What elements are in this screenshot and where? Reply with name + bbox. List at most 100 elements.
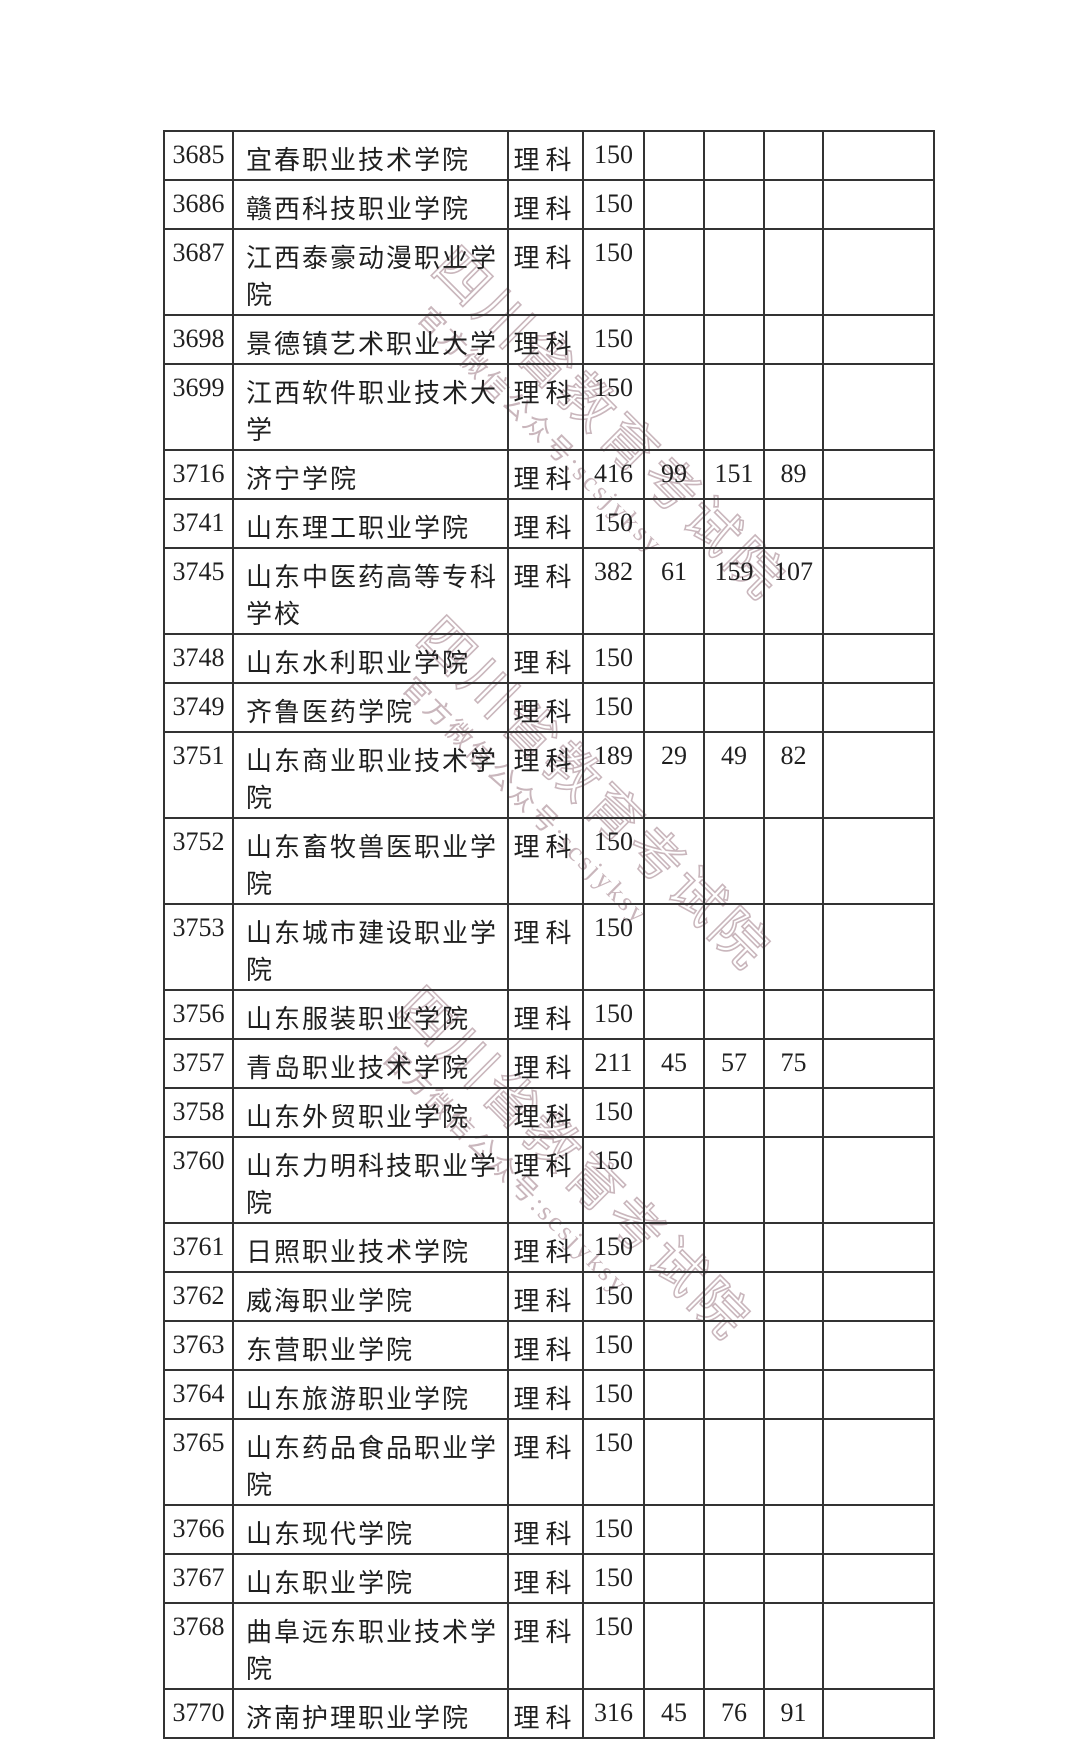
subject-cell: 理科: [507, 228, 584, 316]
remark-cell: [822, 363, 935, 451]
table-row: 3748 山东水利职业学院 理科 150: [163, 633, 935, 684]
table-row: 3768 曲阜远东职业技术学院 理科 150: [163, 1602, 935, 1690]
num2-cell: 76: [703, 1688, 765, 1739]
score-cell: 150: [582, 989, 645, 1040]
num1-cell: 45: [643, 1688, 705, 1739]
school-name-cell: 东营职业学院: [232, 1320, 509, 1371]
num3-cell: [763, 989, 824, 1040]
subject-cell: 理科: [507, 1602, 584, 1690]
school-code-cell: 3756: [163, 989, 234, 1040]
num3-cell: [763, 1222, 824, 1273]
school-code-cell: 3716: [163, 449, 234, 500]
subject-cell: 理科: [507, 1688, 584, 1739]
table-row: 3741 山东理工职业学院 理科 150: [163, 498, 935, 549]
num1-cell: [643, 498, 705, 549]
num2-cell: [703, 363, 765, 451]
remark-cell: [822, 682, 935, 733]
school-code-cell: 3698: [163, 314, 234, 365]
school-code-cell: 3687: [163, 228, 234, 316]
num1-cell: [643, 1369, 705, 1420]
remark-cell: [822, 498, 935, 549]
remark-cell: [822, 1418, 935, 1506]
school-name-cell: 日照职业技术学院: [232, 1222, 509, 1273]
school-name-cell: 山东外贸职业学院: [232, 1087, 509, 1138]
score-cell: 150: [582, 1320, 645, 1371]
remark-cell: [822, 1504, 935, 1555]
num3-cell: [763, 1136, 824, 1224]
score-cell: 150: [582, 817, 645, 905]
score-cell: 150: [582, 130, 645, 181]
num1-cell: [643, 1087, 705, 1138]
remark-cell: [822, 731, 935, 819]
num1-cell: 29: [643, 731, 705, 819]
num1-cell: [643, 682, 705, 733]
score-cell: 150: [582, 1602, 645, 1690]
school-code-cell: 3762: [163, 1271, 234, 1322]
document-page: 四川省教育考试院 官方微信公众号:scsjyksy 四川省教育考试院 官方微信公…: [163, 130, 935, 1739]
num2-cell: [703, 1136, 765, 1224]
num3-cell: [763, 363, 824, 451]
school-name-cell: 青岛职业技术学院: [232, 1038, 509, 1089]
num2-cell: 57: [703, 1038, 765, 1089]
table-row: 3751 山东商业职业技术学院 理科 189 29 49 82: [163, 731, 935, 819]
num1-cell: [643, 1320, 705, 1371]
score-cell: 150: [582, 1553, 645, 1604]
school-code-cell: 3753: [163, 903, 234, 991]
remark-cell: [822, 817, 935, 905]
table-row: 3756 山东服装职业学院 理科 150: [163, 989, 935, 1040]
subject-cell: 理科: [507, 130, 584, 181]
subject-cell: 理科: [507, 903, 584, 991]
school-name-cell: 山东药品食品职业学院: [232, 1418, 509, 1506]
score-cell: 189: [582, 731, 645, 819]
score-cell: 150: [582, 179, 645, 230]
school-code-cell: 3686: [163, 179, 234, 230]
subject-cell: 理科: [507, 731, 584, 819]
school-code-cell: 3685: [163, 130, 234, 181]
subject-cell: 理科: [507, 817, 584, 905]
school-code-cell: 3751: [163, 731, 234, 819]
school-code-cell: 3758: [163, 1087, 234, 1138]
num2-cell: [703, 130, 765, 181]
school-code-cell: 3749: [163, 682, 234, 733]
subject-cell: 理科: [507, 1271, 584, 1322]
subject-cell: 理科: [507, 547, 584, 635]
subject-cell: 理科: [507, 1087, 584, 1138]
num3-cell: [763, 1418, 824, 1506]
score-cell: 150: [582, 1418, 645, 1506]
remark-cell: [822, 633, 935, 684]
num1-cell: 61: [643, 547, 705, 635]
table-row: 3753 山东城市建设职业学院 理科 150: [163, 903, 935, 991]
num3-cell: [763, 1602, 824, 1690]
num2-cell: [703, 633, 765, 684]
num3-cell: [763, 1320, 824, 1371]
remark-cell: [822, 1222, 935, 1273]
num3-cell: 107: [763, 547, 824, 635]
table-row: 3766 山东现代学院 理科 150: [163, 1504, 935, 1555]
school-name-cell: 济宁学院: [232, 449, 509, 500]
school-name-cell: 山东现代学院: [232, 1504, 509, 1555]
remark-cell: [822, 1602, 935, 1690]
admission-score-table: 3685 宜春职业技术学院 理科 150 3686 赣西科技职业学院 理科 15…: [163, 130, 935, 1739]
remark-cell: [822, 1038, 935, 1089]
school-name-cell: 齐鲁医药学院: [232, 682, 509, 733]
school-name-cell: 江西泰豪动漫职业学院: [232, 228, 509, 316]
subject-cell: 理科: [507, 1418, 584, 1506]
num3-cell: [763, 498, 824, 549]
subject-cell: 理科: [507, 1136, 584, 1224]
num2-cell: [703, 817, 765, 905]
num1-cell: [643, 1271, 705, 1322]
table-row: 3760 山东力明科技职业学院 理科 150: [163, 1136, 935, 1224]
num1-cell: [643, 989, 705, 1040]
school-code-cell: 3763: [163, 1320, 234, 1371]
remark-cell: [822, 903, 935, 991]
num1-cell: [643, 633, 705, 684]
score-cell: 150: [582, 1222, 645, 1273]
subject-cell: 理科: [507, 989, 584, 1040]
table-row: 3761 日照职业技术学院 理科 150: [163, 1222, 935, 1273]
num2-cell: [703, 989, 765, 1040]
num2-cell: [703, 1222, 765, 1273]
num2-cell: [703, 903, 765, 991]
num2-cell: [703, 1087, 765, 1138]
school-code-cell: 3764: [163, 1369, 234, 1420]
num2-cell: [703, 1504, 765, 1555]
